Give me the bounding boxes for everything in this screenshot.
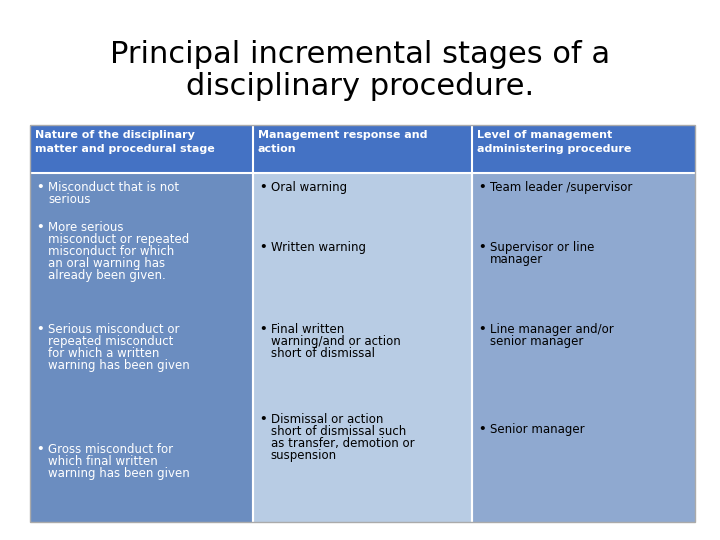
Text: Oral warning: Oral warning (271, 181, 347, 194)
Text: •: • (478, 241, 486, 254)
Text: Senior manager: Senior manager (490, 423, 585, 436)
Text: Dismissal or action: Dismissal or action (271, 413, 383, 426)
Text: as transfer, demotion or: as transfer, demotion or (271, 437, 415, 450)
Text: for which a written: for which a written (48, 347, 159, 360)
Text: More serious: More serious (48, 221, 124, 234)
Text: •: • (478, 181, 486, 194)
Text: manager: manager (490, 253, 544, 266)
Text: Principal incremental stages of a: Principal incremental stages of a (110, 40, 610, 69)
Bar (253, 125, 472, 173)
Text: senior manager: senior manager (490, 335, 584, 348)
Text: •: • (258, 181, 266, 194)
Text: •: • (36, 221, 44, 234)
Text: Supervisor or line: Supervisor or line (490, 241, 595, 254)
Text: •: • (258, 241, 266, 254)
Text: already been given.: already been given. (48, 269, 166, 282)
Text: Level of management
administering procedure: Level of management administering proced… (477, 130, 631, 154)
Bar (253, 173, 472, 522)
Text: Line manager and/or: Line manager and/or (490, 323, 614, 336)
Text: disciplinary procedure.: disciplinary procedure. (186, 72, 534, 101)
Bar (30, 125, 695, 522)
Text: Team leader /supervisor: Team leader /supervisor (490, 181, 633, 194)
Text: misconduct for which: misconduct for which (48, 245, 174, 258)
Text: •: • (36, 323, 44, 336)
Text: Written warning: Written warning (271, 241, 366, 254)
Text: •: • (36, 443, 44, 456)
Bar (472, 125, 695, 173)
Text: •: • (36, 181, 44, 194)
Text: •: • (478, 323, 486, 336)
Text: •: • (258, 413, 266, 426)
Text: warning has been given: warning has been given (48, 359, 190, 372)
Text: Final written: Final written (271, 323, 344, 336)
Bar (30, 125, 253, 173)
Text: an oral warning has: an oral warning has (48, 257, 165, 270)
Text: repeated misconduct: repeated misconduct (48, 335, 174, 348)
Text: •: • (258, 323, 266, 336)
Text: suspension: suspension (271, 449, 337, 462)
Text: Misconduct that is not: Misconduct that is not (48, 181, 179, 194)
Bar (472, 173, 695, 522)
Text: Gross misconduct for: Gross misconduct for (48, 443, 173, 456)
Text: misconduct or repeated: misconduct or repeated (48, 233, 189, 246)
Text: Serious misconduct or: Serious misconduct or (48, 323, 179, 336)
Text: Nature of the disciplinary
matter and procedural stage: Nature of the disciplinary matter and pr… (35, 130, 215, 154)
Text: Management response and
action: Management response and action (258, 130, 427, 154)
Text: •: • (478, 423, 486, 436)
Text: short of dismissal such: short of dismissal such (271, 425, 406, 438)
Text: warning/and or action: warning/and or action (271, 335, 400, 348)
Bar (30, 173, 253, 522)
Text: short of dismissal: short of dismissal (271, 347, 375, 360)
Text: warning has been given: warning has been given (48, 467, 190, 480)
Text: serious: serious (48, 193, 91, 206)
Text: which final written: which final written (48, 455, 158, 468)
